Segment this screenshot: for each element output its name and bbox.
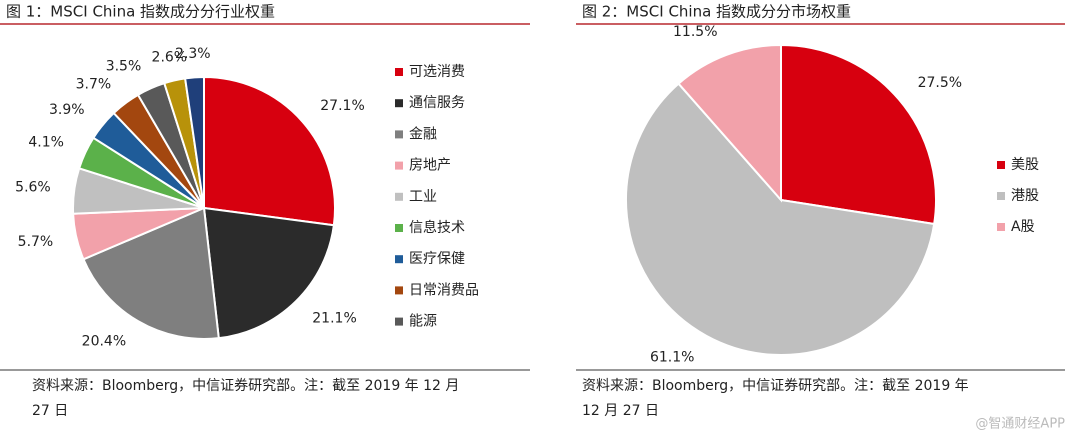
- data-label: 11.5%: [673, 24, 717, 40]
- legend-swatch: [997, 161, 1005, 169]
- pie-slice: [203, 75, 336, 227]
- legend-swatch: [395, 99, 403, 108]
- legend-label: 可选消费: [409, 64, 465, 80]
- legend-swatch: [997, 223, 1005, 231]
- data-label: 27.1%: [320, 98, 364, 114]
- pie-slice: [202, 206, 335, 340]
- legend-label: A股: [1011, 219, 1035, 235]
- legend-label: 金融: [409, 126, 437, 142]
- data-label: 4.1%: [28, 135, 64, 151]
- legend-label: 工业: [409, 189, 437, 205]
- legend-label: 房地产: [409, 158, 451, 174]
- pie-slice: [625, 82, 936, 356]
- legend-swatch: [395, 255, 403, 264]
- source: 资料来源：Bloomberg，中信证券研究部。注：截至 2019 年: [582, 378, 969, 394]
- data-label: 3.7%: [76, 76, 112, 92]
- pie-slice: [82, 206, 220, 340]
- data-label: 3.9%: [49, 102, 85, 118]
- legend-swatch: [395, 224, 403, 232]
- data-label: 2.6%: [152, 49, 188, 65]
- pie-slice: [184, 75, 205, 209]
- data-label: 2.3%: [175, 46, 211, 62]
- data-label: 20.4%: [82, 334, 126, 350]
- data-label: 3.5%: [106, 59, 142, 75]
- legend-swatch: [395, 192, 403, 201]
- legend-label: 港股: [1011, 188, 1039, 204]
- legend-swatch: [395, 317, 403, 326]
- data-label: 5.7%: [18, 234, 54, 250]
- chart-title: 图 2：MSCI China 指数成分分市场权重: [582, 3, 851, 21]
- legend-swatch: [395, 286, 403, 295]
- data-label: 27.5%: [918, 75, 962, 91]
- data-label: 21.1%: [312, 310, 356, 326]
- legend-swatch: [395, 161, 403, 170]
- legend-label: 通信服务: [409, 95, 465, 111]
- legend-swatch: [395, 68, 403, 76]
- source: 27 日: [32, 403, 68, 419]
- data-label: 5.6%: [15, 180, 51, 196]
- legend-label: 医疗保健: [409, 251, 465, 267]
- data-label: 61.1%: [650, 350, 694, 366]
- pie-slice: [677, 43, 782, 203]
- legend-label: 信息技术: [409, 219, 465, 236]
- watermark: @智通财经APP: [975, 417, 1065, 432]
- source: 资料来源：Bloomberg，中信证券研究部。注：截至 2019 年 12 月: [32, 378, 459, 394]
- legend-swatch: [395, 130, 403, 139]
- legend-label: 日常消费品: [409, 282, 479, 298]
- chart-title: 图 1：MSCI China 指数成分分行业权重: [6, 3, 275, 21]
- legend-label: 美股: [1011, 157, 1039, 173]
- source: 12 月 27 日: [582, 403, 659, 419]
- legend-label: 能源: [409, 314, 437, 330]
- legend-swatch: [997, 192, 1005, 200]
- pie-slice: [780, 43, 937, 226]
